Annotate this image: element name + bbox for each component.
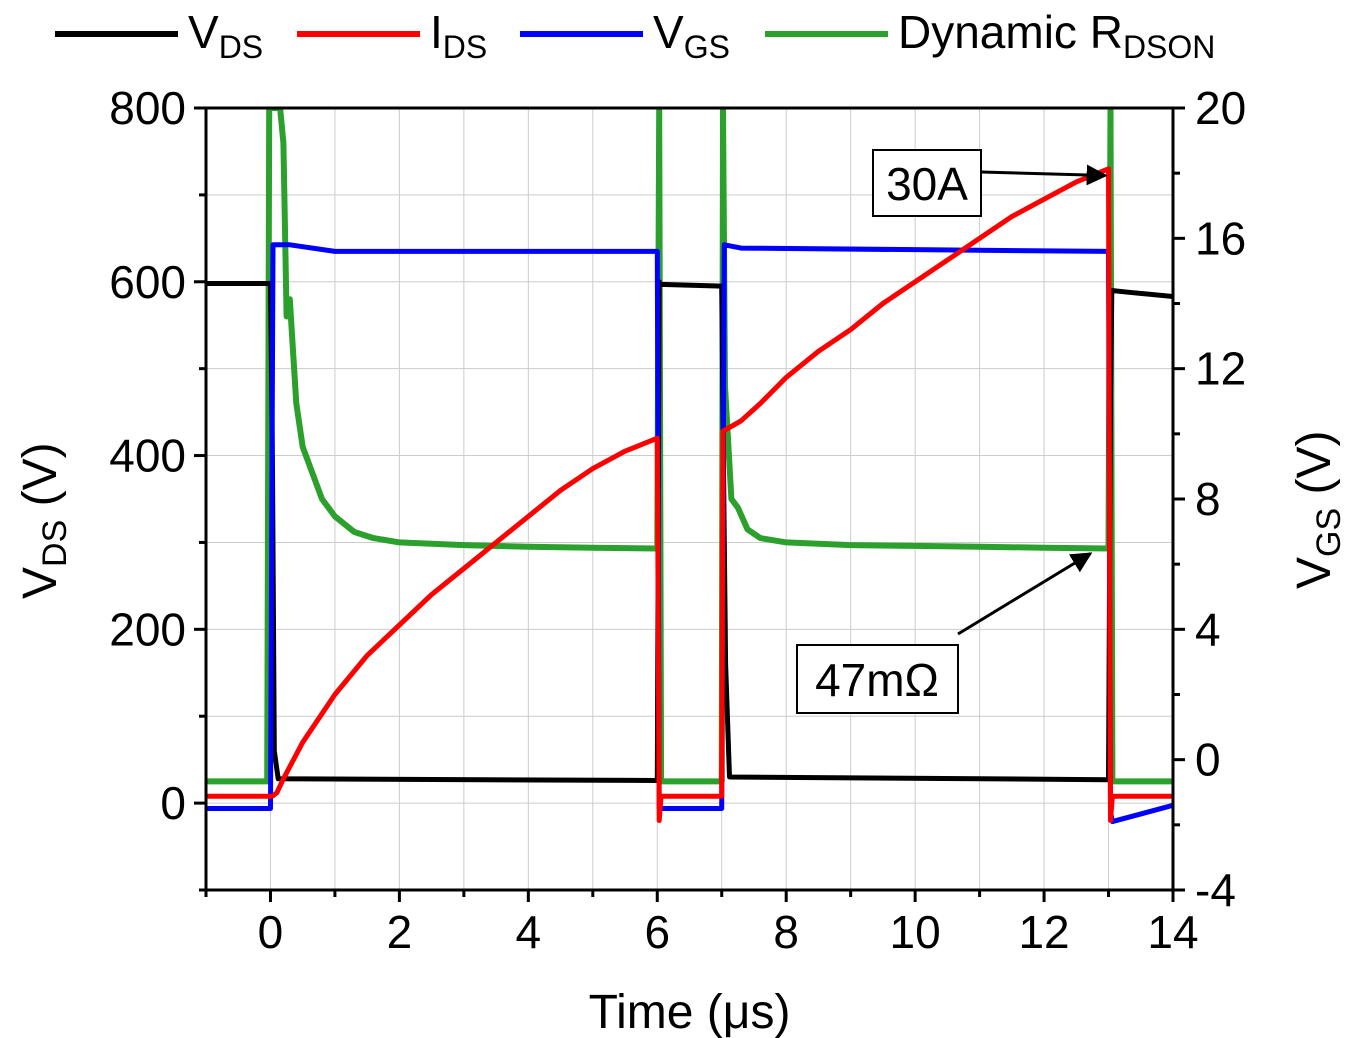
series-line-ids xyxy=(206,166,1173,823)
grid xyxy=(206,108,1173,890)
y-left-tick-label: 600 xyxy=(109,256,186,308)
annotation-box xyxy=(796,644,959,714)
annotation-arrow xyxy=(957,552,1093,636)
y-left-tick-label: 400 xyxy=(109,430,186,482)
legend-label: VGS xyxy=(653,6,730,65)
y-left-axis-title: VDS (V) xyxy=(14,442,74,599)
x-tick-label: 14 xyxy=(1147,906,1198,958)
y-left-axis-title-group: VDS (V) xyxy=(14,442,74,599)
x-tick-label: 4 xyxy=(516,906,542,958)
y-right-tick-label: -4 xyxy=(1195,864,1236,916)
annotation-arrow xyxy=(980,164,1108,186)
y-right-tick-label: 12 xyxy=(1195,343,1246,395)
axes: 0 2 4 6 8 10 12 14 0 200 400 600 800 -4 0 4 8 12 16 20 Time … xyxy=(14,82,1348,1038)
x-tick-label: 8 xyxy=(773,906,799,958)
legend: VDS IDS VGS Dynamic RDSON xyxy=(55,6,1215,65)
y-right-axis-title-group: VGS (V) xyxy=(1288,431,1348,589)
x-tick-label: 12 xyxy=(1018,906,1069,958)
plot-frame xyxy=(204,106,1175,892)
annotations: 30A 47mΩ xyxy=(796,149,1108,714)
legend-label: IDS xyxy=(430,6,487,65)
y-right-tick-label: 4 xyxy=(1195,603,1221,655)
x-tick-label: 10 xyxy=(890,906,941,958)
x-tick-label: 6 xyxy=(644,906,670,958)
annotation-label: 30A xyxy=(886,158,968,210)
annotation-box xyxy=(872,149,982,217)
annotation-label: 47mΩ xyxy=(815,654,939,706)
x-tick-label: 0 xyxy=(258,906,284,958)
y-right-axis-title: VGS (V) xyxy=(1288,431,1348,589)
y-left-tick-label: 800 xyxy=(109,82,186,134)
y-right-tick-label: 20 xyxy=(1195,82,1246,134)
legend-label: Dynamic RDSON xyxy=(898,6,1215,65)
series-group xyxy=(206,108,1173,825)
x-axis-title: Time (μs) xyxy=(589,986,791,1038)
y-left-tick-label: 0 xyxy=(160,777,186,829)
y-right-tick-label: 0 xyxy=(1195,734,1221,786)
y-right-tick-label: 8 xyxy=(1195,473,1221,525)
y-right-tick-label: 16 xyxy=(1195,212,1246,264)
legend-label: VDS xyxy=(188,6,263,65)
y-left-tick-label: 200 xyxy=(109,603,186,655)
x-tick-label: 2 xyxy=(387,906,413,958)
